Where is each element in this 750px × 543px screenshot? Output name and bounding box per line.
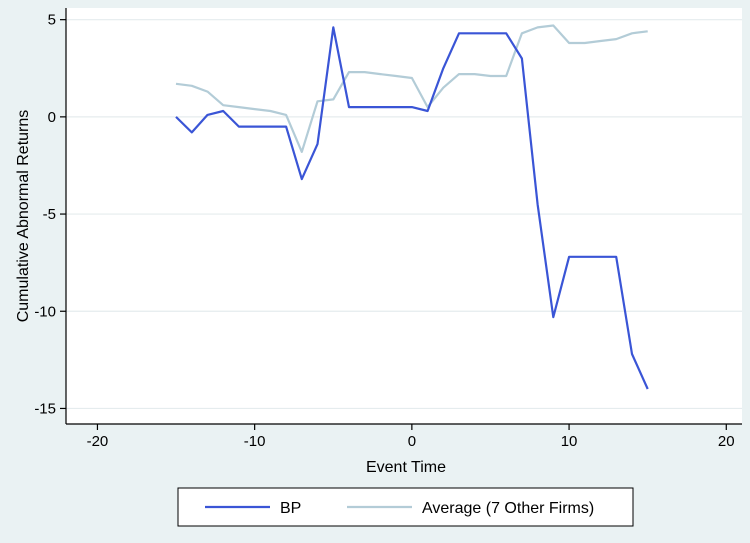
- plot-area: [66, 8, 742, 424]
- x-axis-title: Event Time: [366, 459, 446, 476]
- legend: BP Average (7 Other Firms): [177, 487, 634, 527]
- series-lines: [175, 24, 649, 390]
- tick-labels: -15 -10 -5 0 5 -20 -10 0 10 20: [34, 12, 734, 450]
- series-line-bp: [175, 26, 649, 390]
- series-line-average: [175, 24, 648, 153]
- y-tick-label: -10: [34, 303, 56, 320]
- y-tick-label: -5: [43, 206, 56, 223]
- y-tick-label: -15: [34, 400, 56, 417]
- x-tick-label: 20: [718, 433, 735, 450]
- y-tick-label: 5: [48, 12, 56, 29]
- legend-label-bp: BP: [280, 500, 301, 517]
- x-tick-label: 0: [408, 433, 416, 450]
- y-tick-label: 0: [48, 109, 56, 126]
- gridlines: [66, 19, 742, 410]
- legend-label-average: Average (7 Other Firms): [422, 500, 594, 517]
- x-tick-label: 10: [561, 433, 578, 450]
- y-axis-title: Cumulative Abnormal Returns: [15, 110, 32, 323]
- axes: [60, 8, 742, 430]
- x-tick-label: -20: [87, 433, 109, 450]
- x-tick-label: -10: [244, 433, 266, 450]
